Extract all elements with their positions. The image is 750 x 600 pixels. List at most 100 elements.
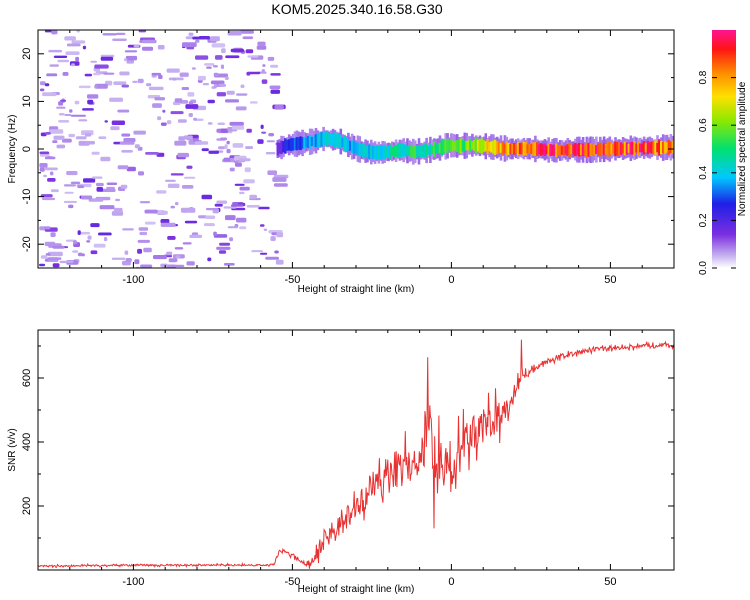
ridge-segment — [308, 134, 312, 149]
noise-blob — [240, 84, 245, 88]
ridge-segment — [278, 142, 281, 154]
noise-blob — [85, 141, 95, 145]
noise-blob — [184, 176, 196, 179]
ridge-segment — [417, 146, 421, 157]
noise-blob — [117, 165, 129, 170]
ridge-segment — [623, 141, 627, 156]
noise-blob — [142, 39, 157, 44]
ridge-segment — [667, 139, 670, 155]
noise-blob — [44, 226, 51, 230]
noise-blob — [178, 136, 186, 141]
ridge-segment — [446, 138, 449, 153]
noise-blob — [219, 242, 231, 246]
ridge-segment — [650, 141, 653, 154]
ridge-segment — [625, 142, 629, 155]
noise-blob — [189, 234, 203, 238]
noise-blob — [123, 58, 128, 62]
noise-blob — [266, 140, 275, 143]
ridge-segment — [549, 144, 552, 156]
noise-blob — [52, 245, 65, 249]
noise-blob — [239, 30, 254, 34]
ridge-segment — [671, 140, 674, 154]
noise-blob — [78, 231, 90, 235]
ridge-segment — [572, 144, 575, 155]
ridge-segment — [368, 144, 371, 160]
noise-blob — [198, 75, 206, 81]
noise-blob — [256, 45, 267, 50]
spectrogram-xtick-label: 0 — [448, 274, 454, 286]
noise-blob — [52, 263, 60, 268]
noise-blob — [187, 92, 195, 97]
noise-blob — [244, 167, 251, 173]
ridge-segment — [480, 138, 484, 154]
noise-blob — [42, 197, 56, 201]
noise-blob — [81, 195, 93, 200]
ridge-segment — [394, 145, 398, 157]
noise-blob — [225, 55, 240, 59]
ridge-segment — [591, 144, 594, 155]
noise-blob — [63, 200, 77, 203]
ridge-segment — [364, 146, 367, 156]
noise-blob — [274, 105, 284, 110]
ridge-segment — [522, 141, 525, 156]
snr-ytick-label: 400 — [21, 433, 33, 451]
noise-blob — [64, 114, 72, 116]
ridge-segment — [513, 143, 516, 155]
ridge-segment — [410, 144, 413, 158]
noise-blob — [231, 125, 245, 130]
noise-blob — [71, 63, 75, 67]
noise-blob — [234, 183, 245, 186]
ridge-segment — [295, 137, 298, 151]
ridge-segment — [307, 136, 310, 148]
ridge-segment — [482, 140, 485, 152]
noise-blob — [257, 41, 266, 46]
noise-blob — [192, 36, 201, 40]
noise-blob — [179, 72, 189, 77]
ridge-segment — [287, 139, 291, 151]
ridge-segment — [593, 144, 596, 155]
noise-blob — [90, 223, 100, 228]
colorbar-ticks: 0.0 0.2 0.4 0.6 0.8 — [698, 70, 736, 275]
spectrogram-ytick-label: -10 — [21, 189, 33, 205]
noise-blob — [91, 176, 103, 179]
noise-blob — [66, 171, 78, 176]
ridge-segment — [398, 143, 401, 157]
ridge-segment — [453, 141, 457, 151]
ridge-segment — [329, 133, 333, 146]
noise-blob — [39, 163, 48, 168]
noise-blob — [160, 263, 168, 268]
noise-blob — [45, 253, 51, 256]
noise-blob — [86, 240, 91, 243]
noise-blob — [235, 106, 247, 111]
noise-blob — [223, 263, 235, 266]
noise-blob — [39, 88, 45, 92]
ridge-segment — [547, 143, 550, 157]
ridge-segment — [564, 145, 567, 155]
noise-blob — [182, 242, 192, 245]
noise-blob — [124, 250, 129, 255]
spectrogram-xtick-label: -50 — [284, 274, 300, 286]
ridge-segment — [509, 143, 512, 155]
ridge-segment — [562, 145, 566, 156]
colorbar-tick-label: 0.0 — [698, 261, 709, 275]
noise-blob — [48, 129, 64, 134]
noise-blob — [140, 264, 153, 268]
noise-blob — [119, 71, 130, 76]
noise-blob — [100, 56, 114, 61]
noise-blob — [168, 258, 177, 263]
noise-blob — [226, 140, 230, 145]
ridge-segment — [499, 143, 503, 153]
noise-blob — [261, 79, 268, 84]
ridge-segment — [415, 145, 419, 158]
ridge-segment — [532, 142, 535, 156]
noise-blob — [174, 98, 183, 103]
noise-blob — [98, 232, 112, 236]
noise-blob — [93, 243, 106, 248]
noise-blob — [174, 202, 179, 206]
ridge-segment — [516, 142, 520, 155]
ridge-segment — [551, 144, 554, 156]
noise-blob — [132, 80, 138, 83]
noise-blob — [167, 236, 176, 240]
colorbar: 0.0 0.2 0.4 0.6 0.8 Normalized spectral ampl… — [698, 30, 748, 275]
noise-blob — [194, 141, 209, 145]
